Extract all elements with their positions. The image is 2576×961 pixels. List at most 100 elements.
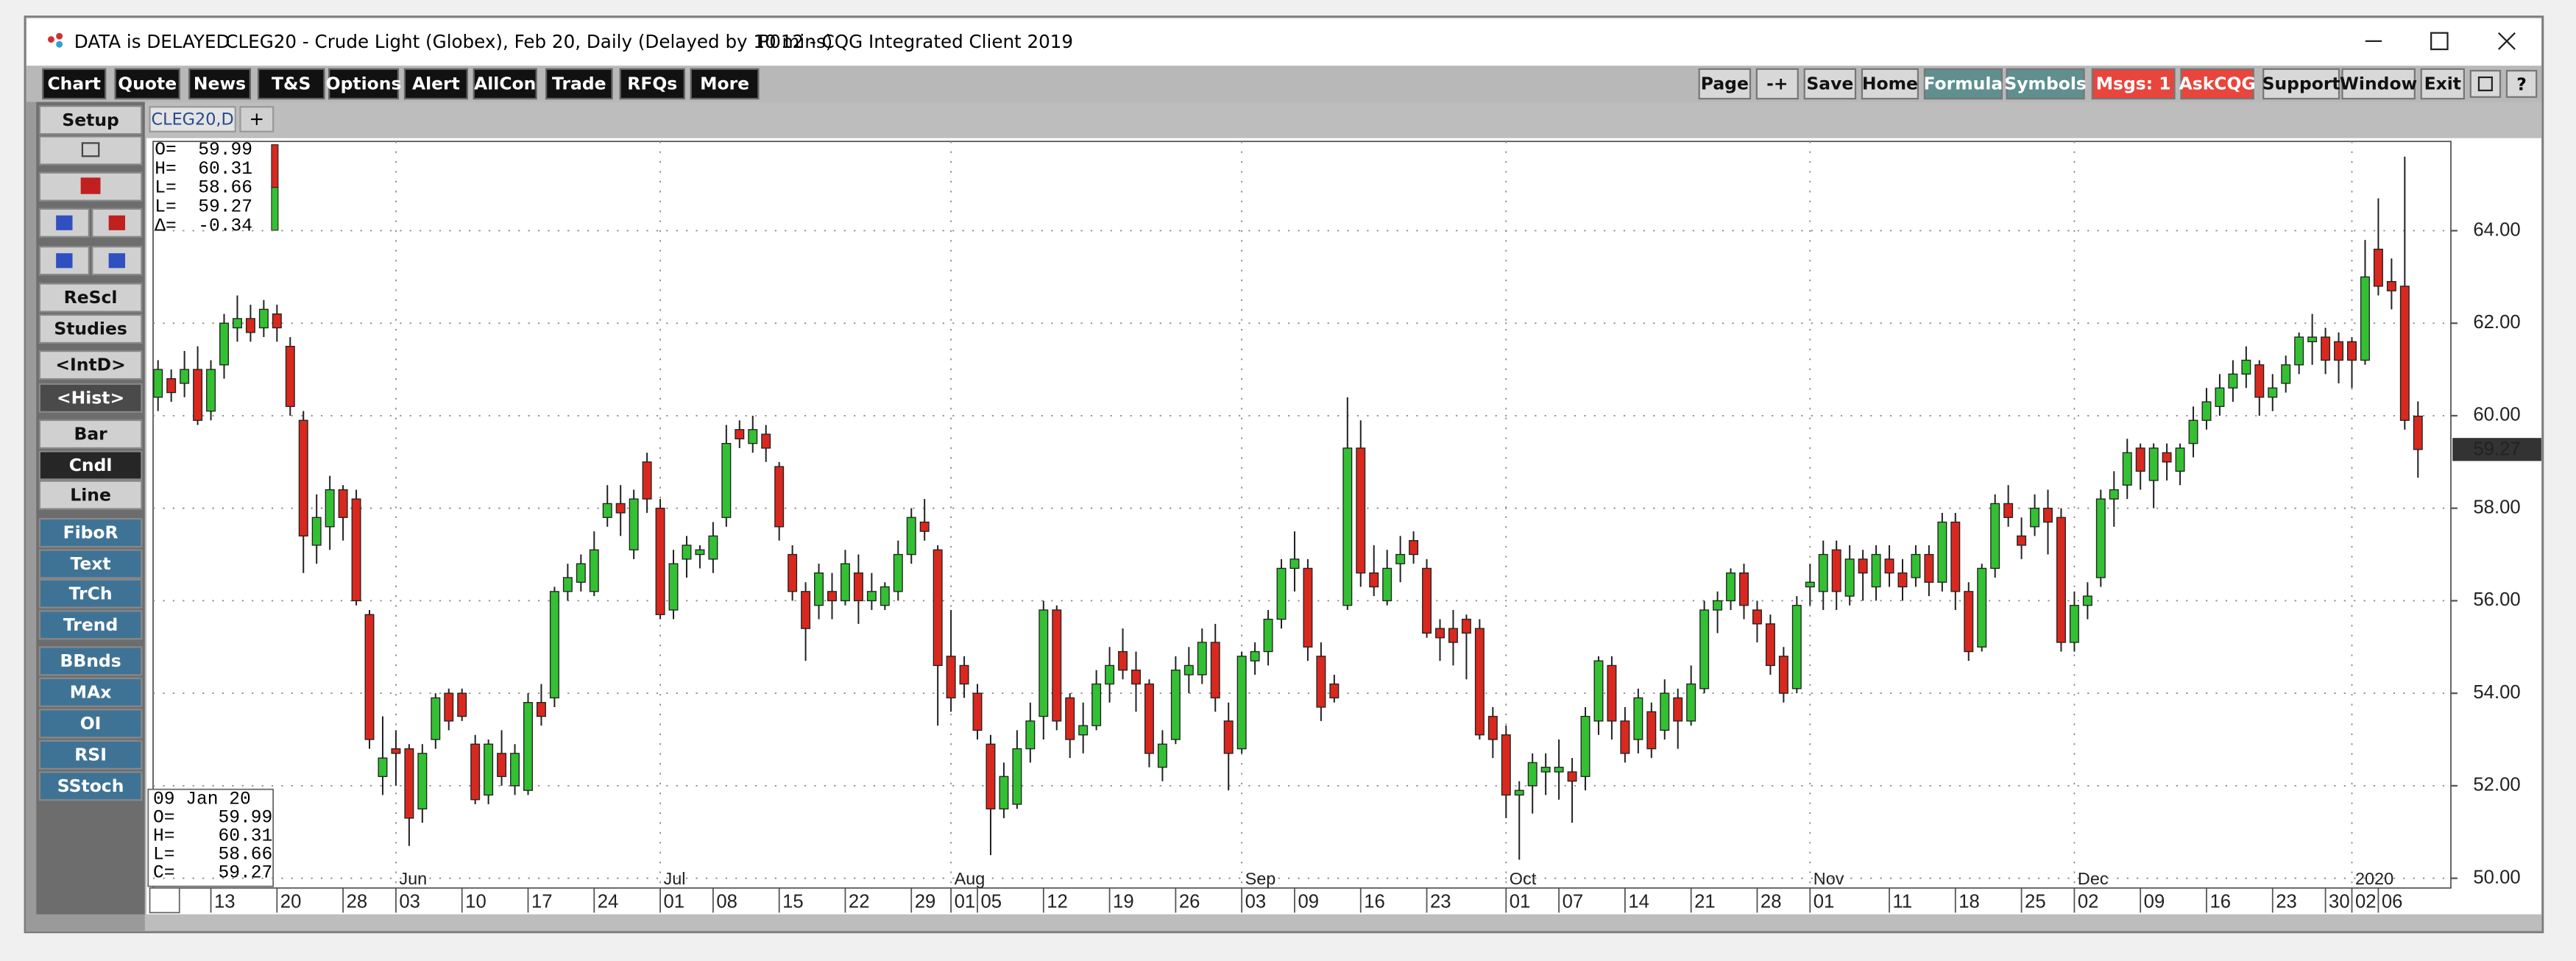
tab[interactable]	[149, 106, 236, 132]
candle-body	[2386, 280, 2396, 291]
toolbar-button-label[interactable]: Window	[2340, 74, 2417, 94]
sidebar-button[interactable]	[38, 383, 143, 413]
sidebar-button[interactable]	[38, 740, 143, 770]
candle-body	[1990, 503, 2000, 570]
toolbar-button[interactable]	[2091, 68, 2176, 100]
toolbar-button-label[interactable]: AskCQG	[2179, 74, 2256, 94]
sidebar-button-label[interactable]: Text	[71, 553, 111, 574]
toolbar-button[interactable]	[1861, 68, 1919, 100]
toolbar-button[interactable]	[188, 68, 251, 100]
toolbar-button[interactable]	[2341, 68, 2416, 100]
sidebar-button-label[interactable]: FiboR	[63, 522, 118, 543]
candle-body	[1012, 748, 1022, 805]
sidebar-button-label[interactable]: Line	[70, 484, 111, 505]
sidebar-button[interactable]	[38, 313, 143, 344]
toolbar-button-label[interactable]: Chart	[47, 74, 101, 94]
toolbar-button-label[interactable]: Formula	[1923, 74, 2003, 94]
sidebar-button[interactable]	[38, 709, 143, 739]
toolbar-button[interactable]	[619, 68, 685, 100]
toolbar-button-label[interactable]: Home	[1862, 74, 1918, 94]
toolbar-button-label[interactable]: Save	[1806, 74, 1853, 94]
toolbar-button-label[interactable]: AllCon	[474, 74, 536, 94]
sidebar-button[interactable]	[38, 578, 143, 609]
toolbar-button-label[interactable]: T&S	[272, 74, 311, 94]
sidebar-button[interactable]	[38, 419, 143, 450]
sidebar-button-label[interactable]: Cndl	[69, 455, 113, 475]
toolbar-button[interactable]	[1755, 68, 1799, 100]
toolbar-button[interactable]	[545, 68, 613, 100]
toolbar-button[interactable]	[114, 68, 180, 100]
sidebar-button-label[interactable]: Bar	[74, 424, 107, 444]
toolbar-button-label[interactable]: News	[194, 74, 246, 94]
sidebar-button[interactable]	[38, 771, 143, 801]
sidebar-button-label[interactable]: BBnds	[60, 650, 121, 671]
toolbar-button-label[interactable]: Page	[1701, 74, 1749, 94]
toolbar-button[interactable]	[2420, 68, 2465, 100]
sidebar-button[interactable]	[38, 517, 143, 548]
sidebar-button-label[interactable]: Trend	[63, 614, 118, 635]
candle-body	[1964, 591, 1974, 653]
candle-body	[695, 549, 705, 556]
toolbar-button-label[interactable]: RFQs	[627, 74, 677, 94]
toolbar-button[interactable]	[2262, 68, 2340, 100]
sidebar-button-label[interactable]: OI	[80, 713, 102, 734]
toolbar-button-label[interactable]: Alert	[412, 74, 460, 94]
sidebar-button[interactable]	[38, 450, 143, 480]
sidebar-button[interactable]	[38, 677, 143, 707]
sidebar-button-label[interactable]: SStoch	[57, 776, 124, 796]
tab-label[interactable]: CLEG20,D	[152, 110, 234, 130]
app-icon	[47, 32, 63, 48]
sidebar-button-label[interactable]: <IntD>	[55, 355, 125, 375]
toolbar-button[interactable]	[1923, 68, 2003, 100]
toolbar-icons[interactable]: ?	[2469, 69, 2538, 98]
window-controls[interactable]	[2365, 32, 2516, 51]
toolbar-button-label[interactable]: -+	[1766, 74, 1788, 94]
candle-body	[655, 508, 665, 615]
toolbar-button[interactable]	[2180, 68, 2254, 100]
sidebar-button-label[interactable]: RSI	[74, 744, 107, 765]
toolbar-button[interactable]	[42, 68, 107, 100]
sidebar-icons[interactable]	[38, 135, 143, 276]
sidebar-button[interactable]	[38, 480, 143, 510]
candle-body	[351, 498, 361, 602]
toolbar-button-label[interactable]: More	[700, 74, 749, 94]
toolbar-button-label[interactable]: Quote	[118, 74, 177, 94]
sidebar-button-label[interactable]: Setup	[62, 110, 119, 130]
toolbar-button-label[interactable]: Exit	[2424, 74, 2461, 94]
toolbar-button[interactable]	[1698, 68, 1752, 100]
sidebar-button-label[interactable]: <Hist>	[57, 387, 124, 408]
candle-body	[589, 549, 599, 592]
sidebar-button-label[interactable]: MAx	[70, 681, 112, 702]
candle-body	[2254, 364, 2265, 398]
candle-body	[404, 748, 414, 819]
toolbar-button[interactable]	[2006, 68, 2085, 100]
toolbar-button[interactable]	[690, 68, 760, 100]
sidebar-button[interactable]	[38, 105, 143, 135]
sidebar-button-label[interactable]: Studies	[54, 319, 127, 339]
toolbar-button[interactable]	[403, 68, 468, 100]
y-tick-label: 58.00	[2473, 497, 2520, 517]
toolbar-button-label[interactable]: Options	[326, 74, 402, 94]
sidebar-button[interactable]	[38, 610, 143, 640]
toolbar-button[interactable]	[1803, 68, 1857, 100]
title-bar	[26, 18, 2541, 66]
toolbar-button[interactable]	[473, 68, 537, 100]
tab-add-label[interactable]: +	[249, 108, 264, 130]
sidebar-button[interactable]	[38, 646, 143, 676]
toolbar-button-label[interactable]: Trade	[552, 74, 606, 94]
x-tick-label: 06	[2382, 892, 2403, 912]
toolbar-button[interactable]	[328, 68, 400, 100]
toolbar-button-label[interactable]: Symbols	[2004, 74, 2087, 94]
tab-add[interactable]	[239, 106, 275, 132]
candle-body	[272, 313, 282, 329]
candle-body	[2281, 364, 2291, 384]
candle-body	[364, 614, 375, 740]
sidebar-button[interactable]	[38, 549, 143, 579]
toolbar-button-label[interactable]: Support	[2262, 74, 2340, 94]
toolbar-button-label[interactable]: Msgs: 1	[2096, 74, 2171, 94]
sidebar-button[interactable]	[38, 283, 143, 313]
sidebar-button[interactable]	[38, 350, 143, 380]
sidebar-button-label[interactable]: ReScl	[64, 287, 118, 308]
toolbar-button[interactable]	[257, 68, 325, 100]
sidebar-button-label[interactable]: TrCh	[69, 583, 113, 603]
